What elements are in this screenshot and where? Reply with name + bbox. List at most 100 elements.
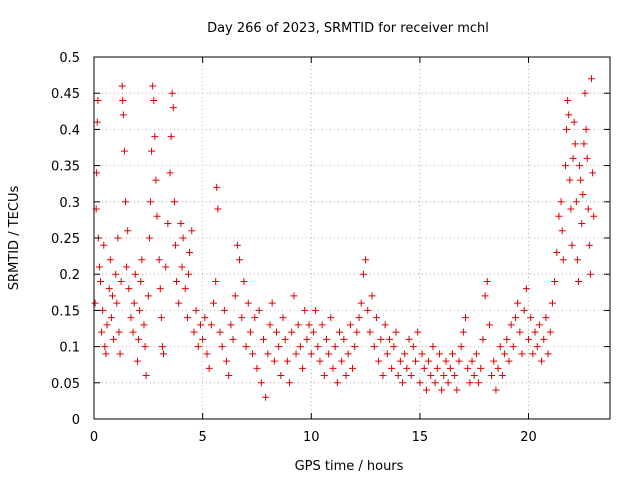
- data-point: [307, 350, 315, 358]
- data-point: [542, 314, 550, 322]
- data-point: [135, 335, 143, 343]
- data-point: [342, 372, 350, 380]
- data-point: [548, 299, 556, 307]
- data-point: [290, 292, 298, 300]
- data-point: [492, 386, 500, 394]
- data-point: [123, 263, 131, 271]
- data-point: [586, 270, 594, 278]
- data-point: [231, 292, 239, 300]
- data-point: [209, 299, 217, 307]
- data-point: [558, 227, 566, 235]
- data-point: [496, 343, 504, 351]
- data-point: [162, 263, 170, 271]
- data-point: [119, 96, 127, 104]
- data-point: [125, 285, 133, 293]
- data-point: [399, 379, 407, 387]
- data-point: [571, 140, 579, 148]
- data-point: [214, 205, 222, 213]
- data-point: [160, 350, 168, 358]
- data-point: [438, 386, 446, 394]
- data-point: [270, 357, 278, 365]
- data-point: [577, 176, 585, 184]
- x-tick-label: 15: [412, 430, 429, 445]
- data-point: [462, 314, 470, 322]
- data-point: [472, 350, 480, 358]
- data-point: [533, 343, 541, 351]
- data-point: [199, 335, 207, 343]
- data-point: [152, 176, 160, 184]
- data-point: [169, 104, 177, 112]
- data-point: [357, 299, 365, 307]
- data-point: [359, 270, 367, 278]
- grid-lines: [94, 57, 610, 419]
- data-point: [301, 306, 309, 314]
- data-point: [145, 234, 153, 242]
- data-point: [364, 306, 372, 314]
- data-point: [420, 364, 428, 372]
- data-point: [212, 277, 220, 285]
- data-point: [551, 277, 559, 285]
- data-point: [563, 125, 571, 133]
- data-point: [303, 335, 311, 343]
- data-point: [312, 306, 320, 314]
- data-point: [113, 299, 121, 307]
- data-point: [101, 343, 109, 351]
- data-point: [559, 256, 567, 264]
- data-point: [383, 350, 391, 358]
- data-point: [340, 335, 348, 343]
- data-point: [115, 328, 123, 336]
- data-point: [414, 328, 422, 336]
- data-point: [451, 372, 459, 380]
- data-point: [457, 343, 465, 351]
- x-tick-label: 5: [198, 430, 206, 445]
- data-point: [249, 350, 257, 358]
- data-point: [114, 234, 122, 242]
- data-point: [137, 277, 145, 285]
- data-point: [553, 248, 561, 256]
- data-point: [429, 343, 437, 351]
- data-point: [483, 277, 491, 285]
- x-tick-label: 20: [520, 430, 537, 445]
- data-point: [322, 335, 330, 343]
- data-point: [94, 96, 102, 104]
- data-point: [281, 335, 289, 343]
- data-point: [253, 364, 261, 372]
- y-tick-label: 0: [72, 413, 80, 428]
- y-tick-label: 0.15: [51, 304, 80, 319]
- data-point: [220, 306, 228, 314]
- data-point: [375, 357, 383, 365]
- x-tick-labels: 0 5 10 15 20: [90, 430, 537, 445]
- data-point: [540, 335, 548, 343]
- data-point: [481, 292, 489, 300]
- data-point: [546, 328, 554, 336]
- data-point: [574, 277, 582, 285]
- data-point: [268, 299, 276, 307]
- data-point: [516, 328, 524, 336]
- y-tick-labels: 0 0.05 0.1 0.15 0.2 0.25 0.3 0.35 0.4 0.45 0.5: [51, 51, 80, 428]
- data-point: [97, 277, 105, 285]
- data-point: [418, 350, 426, 358]
- y-tick-label: 0.2: [59, 268, 80, 283]
- data-point: [95, 263, 103, 271]
- data-point: [177, 220, 185, 228]
- data-point: [427, 372, 435, 380]
- data-point: [240, 277, 248, 285]
- data-point: [573, 256, 581, 264]
- data-point: [136, 306, 144, 314]
- data-point: [514, 299, 522, 307]
- data-point: [490, 357, 498, 365]
- data-point: [171, 241, 179, 249]
- data-point: [242, 343, 250, 351]
- data-point: [106, 256, 114, 264]
- data-point: [385, 335, 393, 343]
- data-point: [529, 350, 537, 358]
- data-point: [203, 350, 211, 358]
- data-point: [164, 220, 172, 228]
- data-point: [107, 314, 115, 322]
- data-point: [561, 162, 569, 170]
- data-point: [190, 328, 198, 336]
- data-point: [349, 364, 357, 372]
- data-point: [183, 314, 191, 322]
- data-point: [555, 212, 563, 220]
- data-point: [186, 248, 194, 256]
